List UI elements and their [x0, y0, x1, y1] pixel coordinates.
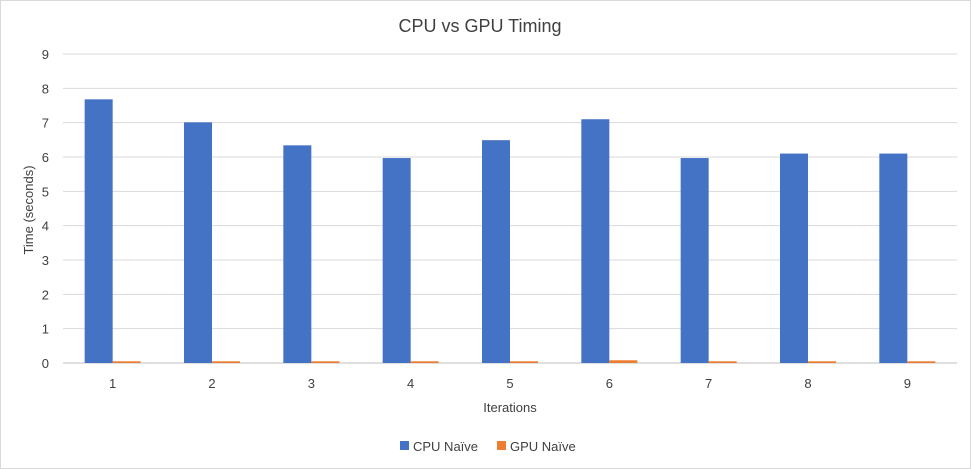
y-tick-label: 6 — [42, 150, 49, 165]
chart-title: CPU vs GPU Timing — [398, 16, 561, 36]
y-tick-label: 8 — [42, 81, 49, 96]
y-tick-label: 0 — [42, 356, 49, 371]
x-tick-label: 8 — [804, 376, 811, 391]
gpu-bar — [112, 361, 141, 363]
cpu-bar — [84, 99, 113, 363]
gpu-bar — [708, 361, 737, 363]
y-tick-label: 9 — [42, 47, 49, 62]
legend-label-gpu: GPU Naïve — [510, 439, 576, 454]
x-tick-label: 7 — [705, 376, 712, 391]
y-tick-label: 7 — [42, 116, 49, 131]
gpu-bar — [510, 361, 538, 363]
x-axis-label: Iterations — [483, 400, 537, 415]
cpu-bar — [780, 153, 808, 363]
x-tick-label: 4 — [407, 376, 414, 391]
y-tick-label: 1 — [42, 322, 49, 337]
x-tick-label: 1 — [109, 376, 116, 391]
cpu-bar — [482, 140, 510, 363]
cpu-bar — [283, 145, 312, 363]
y-tick-label: 3 — [42, 253, 49, 268]
cpu-bar — [382, 158, 411, 363]
x-tick-label: 3 — [308, 376, 315, 391]
gpu-bar — [609, 360, 638, 363]
gpu-bar — [808, 361, 836, 363]
y-axis-ticks: 0 1 2 3 4 5 6 7 8 9 — [42, 47, 49, 371]
cpu-bar — [581, 119, 610, 363]
legend-swatch-cpu — [400, 441, 409, 450]
y-axis-label: Time (seconds) — [21, 165, 36, 254]
legend: CPU Naïve GPU Naïve — [400, 439, 576, 454]
gpu-bar — [410, 361, 439, 363]
x-axis-ticks: 1 2 3 4 5 6 7 8 9 — [109, 376, 911, 391]
legend-label-cpu: CPU Naïve — [413, 439, 478, 454]
y-tick-label: 5 — [42, 184, 49, 199]
gpu-bar — [907, 361, 936, 363]
x-tick-label: 9 — [904, 376, 911, 391]
gpu-bar — [212, 361, 240, 363]
x-tick-label: 6 — [606, 376, 613, 391]
cpu-bar — [879, 153, 908, 363]
gpu-bar — [311, 361, 340, 363]
x-tick-label: 5 — [506, 376, 513, 391]
y-tick-label: 2 — [42, 287, 49, 302]
legend-swatch-gpu — [497, 441, 506, 450]
cpu-bar — [184, 122, 212, 363]
cpu-bar — [680, 158, 709, 363]
y-tick-label: 4 — [42, 219, 49, 234]
bars — [84, 99, 936, 363]
x-tick-label: 2 — [208, 376, 215, 391]
